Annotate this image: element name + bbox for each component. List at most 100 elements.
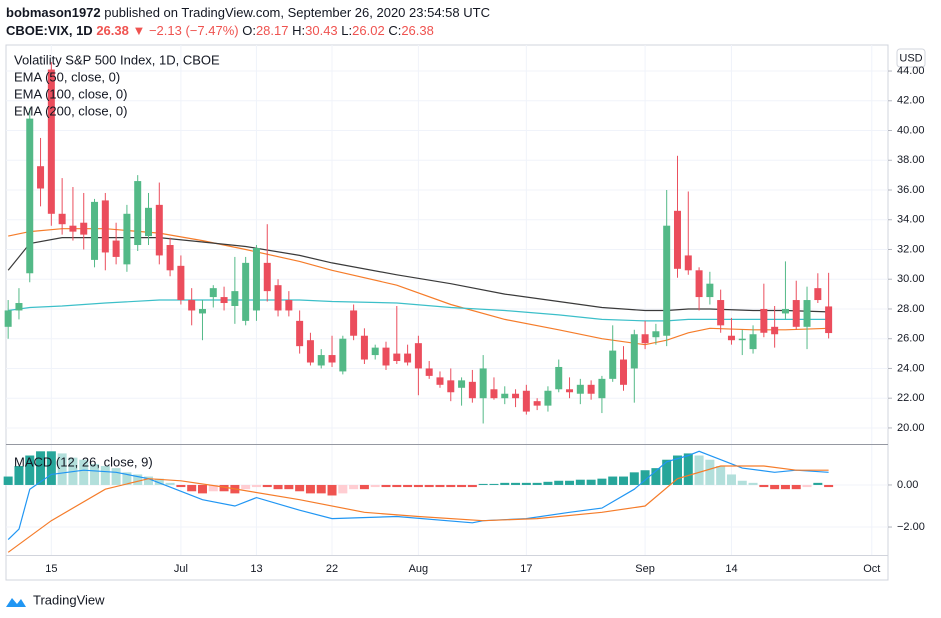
histogram-bar <box>122 472 132 485</box>
candle-body <box>91 201 99 260</box>
macd-title: MACD (12, 26, close, 9) <box>14 454 153 469</box>
ohlc-label: C: <box>388 23 402 38</box>
ohlc-value: 28.17 <box>255 23 289 38</box>
x-tick-label: Jul <box>174 563 188 575</box>
x-tick-label: 13 <box>250 563 262 575</box>
histogram-bar <box>672 455 682 485</box>
change: ▼ −2.13 (−7.47%) <box>132 23 239 38</box>
candle-body <box>522 390 530 412</box>
candle-body <box>771 326 779 335</box>
currency: USD <box>899 52 922 64</box>
candle-body <box>209 288 217 298</box>
ohlc-label: L: <box>341 23 353 38</box>
histogram-bar <box>521 482 531 485</box>
candle-body <box>382 347 390 366</box>
histogram-bar <box>403 484 413 488</box>
candle-body <box>620 359 628 385</box>
histogram-bar <box>154 478 164 485</box>
header: bobmason1972 published on TradingView.co… <box>6 4 490 40</box>
candle-body <box>663 225 671 336</box>
candle-body <box>155 204 163 256</box>
x-tick-label: Sep <box>635 563 655 575</box>
histogram-bar <box>424 484 434 488</box>
histogram-bar <box>57 453 67 485</box>
histogram-bar <box>575 479 585 485</box>
histogram-bar <box>251 484 261 488</box>
histogram-bar <box>295 484 305 492</box>
candle-body <box>15 303 23 311</box>
histogram-bar <box>197 484 207 494</box>
histogram-bar <box>446 484 456 488</box>
candle-body <box>296 320 304 347</box>
candle-body <box>198 308 206 314</box>
line-series <box>7 237 829 313</box>
candle-body <box>404 353 412 363</box>
histogram-bar <box>716 466 726 485</box>
histogram-bar <box>187 484 197 492</box>
candle-body <box>393 353 401 362</box>
y-tick-label: −2.00 <box>897 521 925 533</box>
last-price: 26.38 <box>96 23 129 38</box>
candle-body <box>69 225 77 232</box>
histogram-bar <box>392 484 402 488</box>
logo-icon <box>6 598 26 607</box>
y-tick-label: 30.00 <box>897 273 925 285</box>
histogram-bar <box>683 453 693 485</box>
histogram-bar <box>305 484 315 494</box>
histogram-bar <box>435 484 445 488</box>
y-tick-label: 38.00 <box>897 154 925 166</box>
candle-body <box>47 69 55 214</box>
y-tick-label: 24.00 <box>897 362 925 374</box>
price-title: Volatility S&P 500 Index, 1D, CBOE <box>14 52 220 67</box>
candle-body <box>566 389 574 393</box>
candle-body <box>339 338 347 372</box>
histogram-bar <box>144 476 154 485</box>
y-tick-label: 40.00 <box>897 124 925 136</box>
candle-body <box>760 308 768 333</box>
x-tick-label: 15 <box>45 563 57 575</box>
candle-body <box>112 240 120 257</box>
candle-body <box>101 200 109 253</box>
histogram-bar <box>284 484 294 490</box>
candle-body <box>533 401 541 406</box>
histogram-bar <box>737 480 747 485</box>
histogram-bar <box>478 483 488 485</box>
histogram-bar <box>262 484 272 488</box>
histogram-bar <box>511 482 521 485</box>
histogram-bar <box>532 482 542 485</box>
candle-body <box>134 181 142 246</box>
y-tick-label: 44.00 <box>897 65 925 77</box>
ohlc-o: O:28.17 <box>242 23 288 38</box>
chart-frame <box>5 44 889 581</box>
quote-line: CBOE:VIX, 1D 26.38 ▼ −2.13 (−7.47%) O:28… <box>6 22 490 40</box>
histogram-bar <box>241 484 251 490</box>
histogram-bar <box>413 484 423 488</box>
candle-body <box>360 335 368 360</box>
histogram-bar <box>813 482 823 485</box>
candle-body <box>814 288 822 301</box>
histogram-bar <box>79 459 89 485</box>
candle-body <box>501 393 509 399</box>
histogram-bar <box>824 484 834 488</box>
histogram-bar <box>770 484 780 490</box>
candle-body <box>177 265 185 301</box>
logo: TradingView <box>6 592 105 607</box>
currency-box[interactable] <box>896 48 926 68</box>
author-line: bobmason1972 published on TradingView.co… <box>6 4 490 22</box>
x-tick-label: 17 <box>520 563 532 575</box>
histogram-bar <box>25 455 35 485</box>
histogram-bar <box>273 484 283 490</box>
histogram-bar <box>651 468 661 485</box>
histogram-bar <box>338 484 348 494</box>
candle-body <box>371 347 379 356</box>
candle-body <box>447 380 455 393</box>
candle-body <box>673 210 681 269</box>
line-series <box>8 299 829 322</box>
candle-body <box>274 285 282 311</box>
histogram-bar <box>640 470 650 485</box>
legend-entry: EMA (100, close, 0) <box>14 86 127 101</box>
y-tick-label: 20.00 <box>897 422 925 434</box>
candle-body <box>717 300 725 326</box>
histogram-bar <box>705 459 715 485</box>
